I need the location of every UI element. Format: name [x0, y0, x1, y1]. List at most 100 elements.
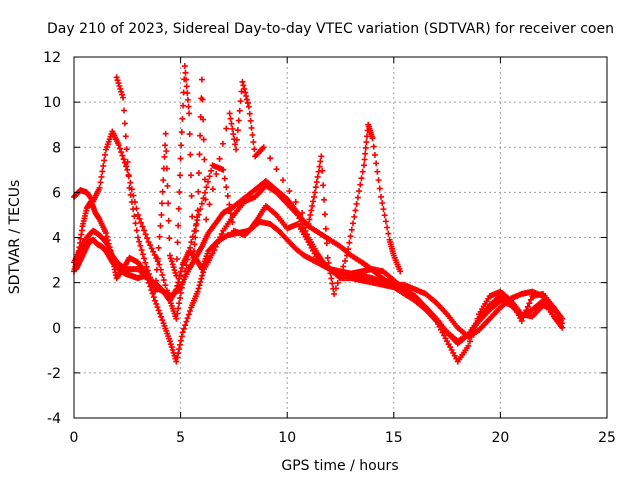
data-point [184, 90, 191, 97]
data-point [183, 318, 190, 325]
data-point [173, 272, 180, 279]
data-point [175, 279, 182, 286]
data-point [240, 82, 247, 89]
data-point [125, 171, 132, 178]
data-point [155, 307, 162, 314]
data-point [184, 315, 191, 322]
data-point [103, 233, 110, 240]
data-point [151, 251, 158, 258]
data-point [160, 277, 167, 284]
x-axis-label: GPS time / hours [281, 458, 398, 474]
data-point [138, 247, 145, 254]
data-point [316, 163, 323, 170]
series-track-2 [71, 128, 566, 365]
data-point [158, 313, 165, 320]
data-point [184, 96, 191, 103]
data-point [102, 229, 109, 236]
data-point [130, 206, 137, 213]
data-point [559, 315, 566, 322]
x-tick-label: 10 [278, 430, 296, 446]
data-point [174, 239, 181, 246]
data-point [188, 192, 195, 199]
data-point [195, 188, 202, 195]
data-point [104, 237, 111, 244]
data-point [202, 196, 209, 203]
data-point [175, 350, 182, 357]
data-point [155, 244, 162, 251]
data-point [331, 290, 338, 297]
data-point [139, 251, 146, 258]
data-point [176, 346, 183, 353]
data-point [199, 96, 206, 103]
data-point [320, 182, 327, 189]
x-tick-label: 15 [385, 430, 403, 446]
data-point [200, 136, 207, 143]
data-point [362, 150, 369, 157]
data-point [249, 132, 256, 139]
data-point [198, 200, 205, 207]
data-point [524, 303, 531, 310]
data-point [209, 250, 216, 257]
y-tick-label: 6 [52, 185, 61, 201]
data-point [159, 200, 166, 207]
data-point [144, 267, 151, 274]
data-point [198, 275, 205, 282]
data-point [342, 258, 349, 265]
data-point [159, 317, 166, 324]
data-point [369, 135, 376, 142]
data-point [345, 246, 352, 253]
data-point [177, 289, 184, 296]
data-point [161, 153, 168, 160]
data-point [221, 175, 228, 182]
x-tick-label: 0 [70, 430, 79, 446]
y-tick-label: 0 [52, 321, 61, 337]
data-point [201, 176, 208, 183]
data-point [117, 85, 124, 92]
data-point [246, 110, 253, 117]
data-point [144, 235, 151, 242]
data-point [169, 346, 176, 353]
data-point [201, 156, 208, 163]
y-tick-label: 10 [43, 95, 61, 111]
data-point [373, 160, 380, 167]
data-point [145, 239, 152, 246]
data-point [136, 238, 143, 245]
data-point [164, 182, 171, 189]
data-point [343, 252, 350, 259]
data-point [176, 295, 183, 302]
data-point [200, 116, 207, 123]
data-point [152, 288, 159, 295]
data-point [176, 189, 183, 196]
data-point [235, 117, 242, 124]
data-point [153, 300, 160, 307]
data-point [196, 282, 203, 289]
data-point [311, 193, 318, 200]
data-point [308, 207, 315, 214]
data-point [183, 83, 190, 90]
data-point [321, 211, 328, 218]
grid-layer [74, 57, 607, 418]
data-point [162, 282, 169, 289]
data-point [229, 125, 236, 132]
data-point [195, 170, 202, 177]
data-point [286, 188, 293, 195]
data-point [134, 234, 141, 241]
data-point [120, 156, 127, 163]
data-point [250, 139, 257, 146]
data-point [176, 300, 183, 307]
data-point [319, 167, 326, 174]
data-point [148, 245, 155, 252]
data-point [358, 175, 365, 182]
data-point [139, 223, 146, 230]
data-point [305, 220, 312, 227]
data-point [177, 155, 184, 162]
data-point [186, 131, 193, 138]
data-point [223, 184, 230, 191]
data-point [147, 274, 154, 281]
y-tick-label: 2 [52, 276, 61, 292]
data-point [123, 163, 130, 170]
data-point [165, 217, 172, 224]
data-point [188, 239, 195, 246]
